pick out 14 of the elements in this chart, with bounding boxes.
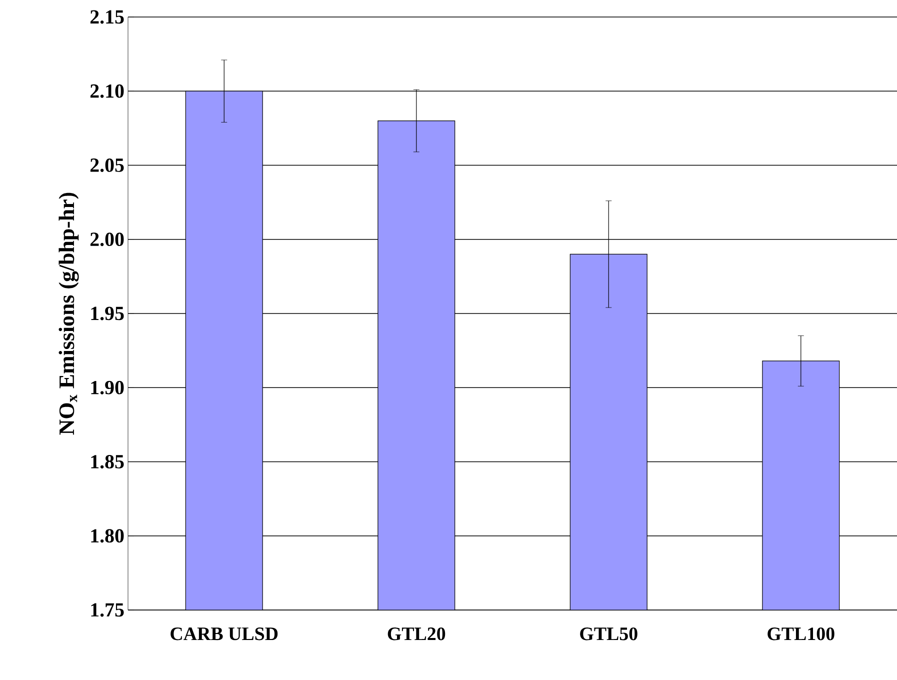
x-tick-label: GTL20 [388,627,446,640]
y-tick-label: 2.10 [90,84,124,98]
y-tick-label: 1.80 [91,529,124,543]
y-axis-title: NO$_{x}$ Emissions (g/bhp-hr) [58,192,79,435]
y-tick-label: 1.75 [91,603,124,617]
x-tick-label: GTL50 [580,627,638,640]
y-tick-label: 2.15 [90,10,124,24]
y-tick-label: 2.05 [90,158,124,172]
y-tick-label: 1.95 [91,306,124,320]
x-tick-label: CARB ULSD [170,627,278,640]
y-tick-label: 1.85 [91,454,124,469]
y-tick-label: 1.90 [91,380,124,394]
y-tick-label: 2.00 [90,232,124,246]
x-tick-label: GTL100 [768,627,834,640]
